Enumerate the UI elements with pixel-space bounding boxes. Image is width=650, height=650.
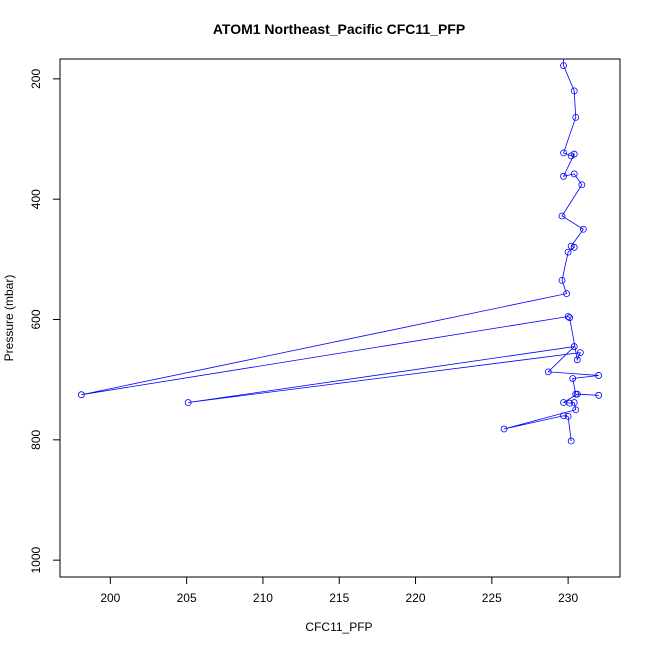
data-point <box>564 248 572 256</box>
data-point <box>570 399 578 406</box>
x-tick-label: 230 <box>558 591 578 605</box>
data-point <box>567 242 575 250</box>
data-point <box>569 375 577 382</box>
data-point <box>564 412 572 420</box>
x-tick-label: 220 <box>406 591 426 605</box>
x-axis-label: CFC11_PFP <box>305 620 372 634</box>
x-tick-label: 200 <box>100 591 120 605</box>
data-point <box>573 356 581 364</box>
y-axis-label: Pressure (mbar) <box>2 275 16 362</box>
x-tick-label: 210 <box>253 591 273 605</box>
data-point <box>560 412 567 420</box>
x-tick-label: 205 <box>177 591 197 605</box>
chart-title: ATOM1 Northeast_Pacific CFC11_PFP <box>213 21 465 37</box>
data-point <box>595 391 603 399</box>
data-point <box>566 399 574 407</box>
data-point <box>567 437 575 445</box>
data-point <box>570 87 578 95</box>
data-point <box>544 368 552 376</box>
y-tick-label: 1000 <box>29 546 43 573</box>
data-point <box>570 243 578 251</box>
data-point <box>570 170 578 178</box>
data-point <box>184 399 192 406</box>
y-tick-label: 800 <box>29 429 43 449</box>
data-point <box>578 181 586 189</box>
data-point <box>572 406 580 414</box>
data-point <box>558 212 566 220</box>
y-tick-label: 200 <box>29 69 43 89</box>
data-point <box>572 113 580 121</box>
plot-frame <box>59 58 621 578</box>
data-point <box>560 62 567 70</box>
x-tick-label: 225 <box>482 591 502 605</box>
x-tick-label: 215 <box>329 591 349 605</box>
y-tick-label: 400 <box>29 189 43 209</box>
y-tick-label: 600 <box>29 309 43 329</box>
data-point <box>566 314 574 322</box>
data-point <box>560 172 567 180</box>
data-point <box>564 313 572 320</box>
data-point <box>77 391 85 399</box>
data-point <box>563 290 570 298</box>
series-points <box>77 46 603 445</box>
x-axis: 200 205 210 215 220 225 230 <box>100 576 578 605</box>
data-point <box>576 349 584 356</box>
data-point <box>595 372 603 379</box>
data-point <box>561 52 567 58</box>
data-point <box>558 276 566 284</box>
series-lines <box>81 59 599 442</box>
y-axis: 200 400 600 800 1000 <box>29 69 61 574</box>
data-point <box>579 225 587 233</box>
data-point <box>577 46 583 52</box>
data-point <box>573 390 581 398</box>
data-point <box>570 150 578 158</box>
data-point <box>560 149 567 157</box>
data-point <box>500 425 508 433</box>
data-point <box>570 343 578 350</box>
series-line <box>81 59 599 442</box>
